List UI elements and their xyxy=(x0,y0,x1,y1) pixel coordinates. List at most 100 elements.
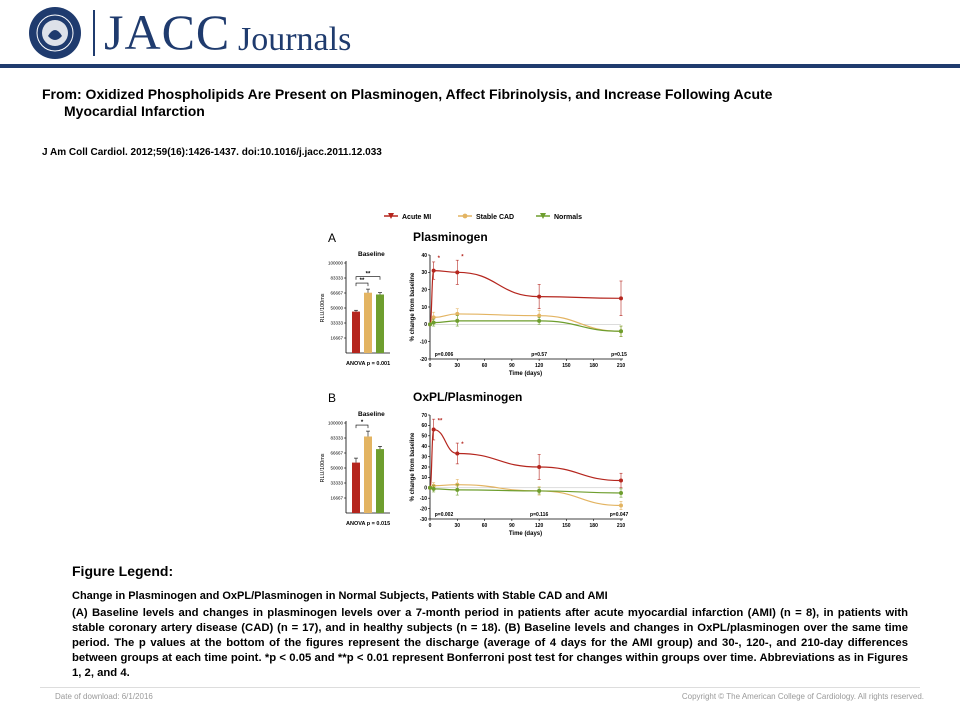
line-x-tick-label: 60 xyxy=(482,523,488,529)
line-y-tick-label: 30 xyxy=(421,270,427,276)
series-point xyxy=(431,320,436,325)
panel-title: OxPL/Plasminogen xyxy=(413,390,522,404)
line-x-label: Time (days) xyxy=(509,371,542,377)
line-x-tick-label: 180 xyxy=(590,523,599,529)
bar-y-tick-label: 50000 xyxy=(330,306,343,311)
line-x-tick-label: 120 xyxy=(535,523,544,529)
line-y-tick-label: 10 xyxy=(421,475,427,481)
line-y-tick-label: 30 xyxy=(421,454,427,460)
bar-y-tick-label: 33333 xyxy=(330,481,343,486)
line-x-tick-label: 0 xyxy=(429,363,432,369)
legend-label: Stable CAD xyxy=(476,214,514,221)
citation: J Am Coll Cardiol. 2012;59(16):1426-1437… xyxy=(42,147,382,158)
line-y-tick-label: 10 xyxy=(421,305,427,311)
header-rule xyxy=(0,64,960,68)
sig-label: ** xyxy=(366,272,371,278)
series-point xyxy=(619,296,623,301)
bar xyxy=(364,292,372,353)
p-value-label: p=0.116 xyxy=(530,512,548,518)
bar xyxy=(376,449,384,513)
legend-swatch-marker xyxy=(388,213,394,219)
line-y-tick-label: -30 xyxy=(420,517,427,523)
series-line xyxy=(429,428,622,489)
series-line xyxy=(429,269,622,325)
bar xyxy=(364,436,372,513)
acc-seal-icon xyxy=(29,7,81,59)
series-point xyxy=(537,313,542,318)
p-value-label: p=0.15 xyxy=(611,352,627,358)
line-x-tick-label: 210 xyxy=(617,523,626,529)
bar-title: Baseline xyxy=(358,411,385,418)
bar-title: Baseline xyxy=(358,251,385,258)
series-point xyxy=(619,491,623,495)
sig-star: ** xyxy=(438,418,443,424)
series-point xyxy=(431,486,436,491)
panel-letter: B xyxy=(328,391,336,405)
series-point xyxy=(619,503,623,508)
sig-star: * xyxy=(461,254,464,260)
line-y-tick-label: 70 xyxy=(421,413,427,419)
bar-y-tick-label: 83333 xyxy=(330,276,343,281)
line-y-tick-label: 20 xyxy=(421,465,427,471)
sig-bracket xyxy=(355,424,369,429)
figure-legend-text: (A) Baseline levels and changes in plasm… xyxy=(72,607,908,679)
series-point xyxy=(428,322,432,327)
line-y-tick-label: 40 xyxy=(421,444,427,450)
line-y-tick-label: 50 xyxy=(421,434,427,440)
sig-bracket xyxy=(355,276,381,280)
bar-y-tick-label: 16667 xyxy=(330,496,343,501)
logo-jacc: JACC xyxy=(104,4,231,60)
line-x-tick-label: 150 xyxy=(562,523,571,529)
bar-y-tick-label: 83333 xyxy=(330,436,343,441)
bar xyxy=(352,311,360,353)
bar-y-tick-label: 33333 xyxy=(330,321,343,326)
line-x-tick-label: 30 xyxy=(455,363,461,369)
line-x-tick-label: 60 xyxy=(482,363,488,369)
series-point xyxy=(537,465,542,469)
sig-star: * xyxy=(461,442,464,448)
line-y-label: % change from baseline xyxy=(410,272,416,341)
figure-legend-heading: Change in Plasminogen and OxPL/Plasminog… xyxy=(72,590,608,602)
series-point xyxy=(537,294,542,299)
series-point xyxy=(537,318,542,323)
panel-title: Plasminogen xyxy=(413,230,488,244)
bar-y-tick-label: 100000 xyxy=(328,261,344,266)
line-x-tick-label: 90 xyxy=(509,523,515,529)
series-point xyxy=(537,488,542,493)
panel-letter: A xyxy=(328,231,336,245)
series-point xyxy=(455,451,460,456)
p-value-label: p=0.047 xyxy=(610,512,629,518)
line-x-tick-label: 150 xyxy=(562,363,571,369)
legend-label: Acute MI xyxy=(402,214,431,221)
line-x-tick-label: 210 xyxy=(617,363,626,369)
line-y-tick-label: 20 xyxy=(421,287,427,293)
p-value-label: p=0.006 xyxy=(435,352,454,358)
figure-legend-title: Figure Legend: xyxy=(72,563,174,579)
bar-y-tick-label: 100000 xyxy=(328,421,344,426)
download-date: Date of download: 6/1/2016 xyxy=(55,692,153,701)
series-point xyxy=(431,427,436,432)
line-x-tick-label: 120 xyxy=(535,363,544,369)
copyright: Copyright © The American College of Card… xyxy=(681,692,924,701)
series-point xyxy=(619,478,623,483)
bar-y-tick-label: 50000 xyxy=(330,466,343,471)
bar-y-label: RLU/100ms xyxy=(320,453,326,482)
figure: Acute MI Stable CAD Normals A Plasminogen Bas… xyxy=(320,213,629,537)
series-point xyxy=(431,268,436,273)
series-point xyxy=(455,270,460,275)
bar-y-tick-label: 16667 xyxy=(330,336,343,341)
legend-label: Normals xyxy=(554,214,582,221)
line-x-tick-label: 0 xyxy=(429,523,432,529)
bar-y-tick-label: 66667 xyxy=(330,451,343,456)
series-point xyxy=(455,311,460,316)
bar-y-tick-label: 66667 xyxy=(330,291,343,296)
line-y-tick-label: 40 xyxy=(421,253,427,259)
bar xyxy=(376,294,384,353)
line-y-tick-label: 0 xyxy=(424,486,427,492)
sig-bracket xyxy=(355,282,369,287)
line-x-tick-label: 180 xyxy=(590,363,599,369)
anova-label: ANOVA p = 0.001 xyxy=(346,361,390,367)
line-y-label: % change from baseline xyxy=(410,432,416,501)
line-y-tick-label: -10 xyxy=(420,496,427,502)
sig-label: * xyxy=(361,420,364,426)
